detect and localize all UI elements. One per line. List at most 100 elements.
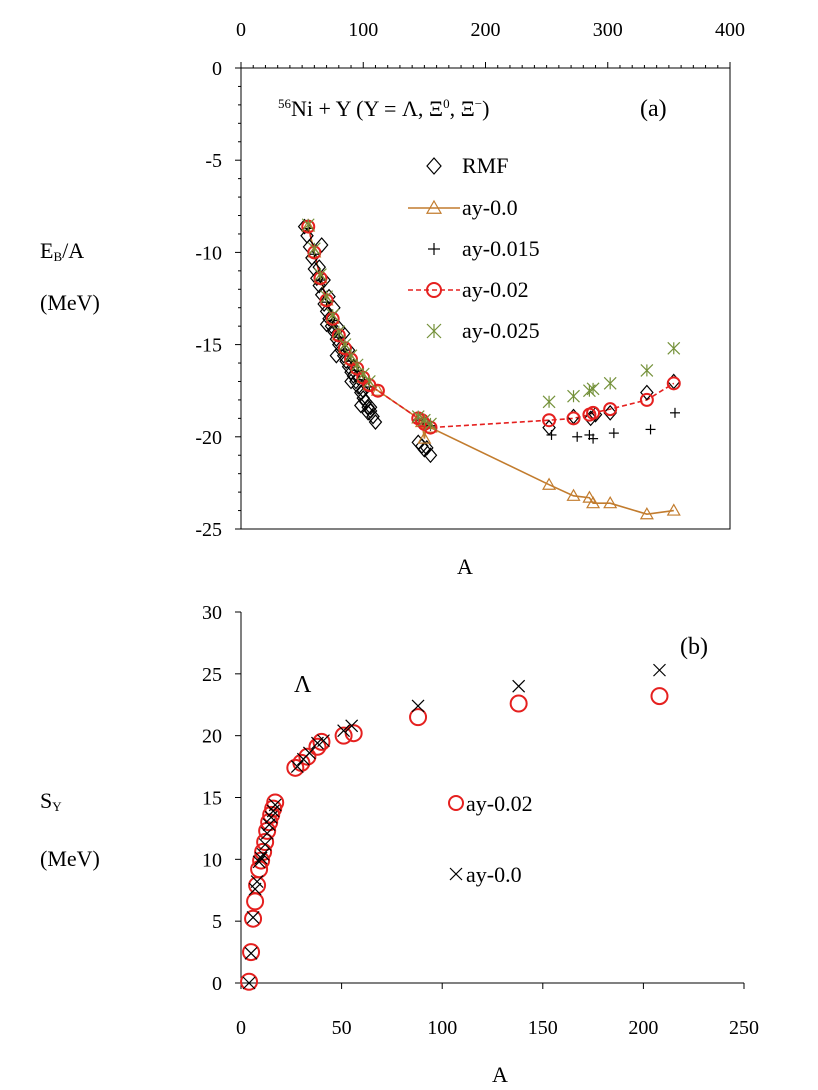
data-point-ay-0.02 xyxy=(308,737,327,756)
panel-a-y-tick-label: -20 xyxy=(195,427,222,449)
data-point-ay-0.025 xyxy=(362,375,376,388)
data-point-ay-0.025 xyxy=(424,417,437,431)
data-point-ay-0.02 xyxy=(266,793,285,812)
data-point-RMF xyxy=(368,414,383,430)
data-point-RMF xyxy=(363,399,378,416)
legend-marker xyxy=(428,243,440,255)
panel-a-axes: 0 100 200 300 400 0 -5 -10 -15 -20 -25 xyxy=(195,19,745,541)
data-point-ay-0.0 xyxy=(242,976,256,990)
data-point-ay-0.0 xyxy=(639,507,654,520)
data-point-ay-0.0 xyxy=(258,838,272,851)
data-point-ay-0.02 xyxy=(244,909,263,928)
legend-marker xyxy=(425,199,443,214)
data-point-RMF xyxy=(354,397,368,414)
data-point-RMF xyxy=(366,408,380,425)
panel-b-annotation: Λ xyxy=(294,672,312,698)
data-point-ay-0.025 xyxy=(586,382,600,396)
panel-a-x-tick-label: 100 xyxy=(348,19,378,41)
legend-label: ay-0.0 xyxy=(466,862,522,887)
data-point-ay-0.02 xyxy=(298,747,317,766)
data-point-ay-0.0 xyxy=(582,490,597,503)
panel-a-legend: RMF ay-0.0 ay-0.015 ay-0.02 ay-0.025 xyxy=(408,153,540,343)
panel-a-ylabel: EB/A xyxy=(40,238,85,264)
panel-b-x-tick-label: 200 xyxy=(628,1017,658,1039)
legend-marker xyxy=(426,323,442,339)
legend-label: ay-0.02 xyxy=(466,791,533,816)
legend-item-ay-0.02: ay-0.02 xyxy=(448,791,533,816)
panel-b-y-tick-label: 10 xyxy=(202,849,222,871)
panel-b-y-tick-label: 20 xyxy=(202,726,222,748)
panel-a-x-tick-label: 200 xyxy=(471,19,501,41)
panel-b-y-tick-label: 0 xyxy=(212,973,222,995)
data-point-ay-0.025 xyxy=(640,363,654,377)
data-point-ay-0.025 xyxy=(338,338,352,352)
legend-item-ay-0.0: ay-0.0 xyxy=(408,195,518,220)
data-point-RMF xyxy=(314,237,329,253)
data-point-ay-0.02 xyxy=(312,732,331,751)
panel-a-x-tick-label: 300 xyxy=(593,19,623,41)
panel-a-x-tick-label: 400 xyxy=(715,19,745,41)
data-point-ay-0.0 xyxy=(417,431,432,444)
panel-b-y-tick-label: 30 xyxy=(202,602,222,624)
data-point-ay-0.025 xyxy=(356,367,370,381)
data-point-RMF xyxy=(344,373,358,390)
legend-label: ay-0.015 xyxy=(462,236,540,261)
data-point-RMF xyxy=(319,316,334,333)
panel-a-y-tick-label: -10 xyxy=(195,242,222,264)
panel-b-x-tick-label: 0 xyxy=(236,1017,246,1039)
panel-b-label: (b) xyxy=(680,634,708,660)
data-point-ay-0.015 xyxy=(588,433,599,444)
data-point-ay-0.0 xyxy=(370,383,385,396)
panel-b-y-tick-label: 15 xyxy=(202,788,222,810)
panel-b-ylabel: SY xyxy=(40,788,62,814)
data-point-ay-0.0 xyxy=(244,946,258,960)
data-point-ay-0.02 xyxy=(650,687,669,706)
data-point-ay-0.0 xyxy=(512,679,526,693)
panel-a-y-tick-label: -25 xyxy=(195,519,222,541)
data-point-ay-0.025 xyxy=(320,290,333,304)
data-point-RMF xyxy=(420,439,434,456)
data-point-ay-0.0 xyxy=(586,495,601,509)
legend-item-ay-0.025: ay-0.025 xyxy=(426,318,540,343)
legend-item-ay-0.02: ay-0.02 xyxy=(408,277,529,302)
legend-item-ay-0.015: ay-0.015 xyxy=(428,236,540,261)
legend-label: RMF xyxy=(462,153,508,178)
data-point-ay-0.0 xyxy=(254,851,268,865)
panel-b-y-tick-label: 5 xyxy=(212,911,222,933)
panel-a-xlabel: A xyxy=(457,554,473,579)
panel-b-marks xyxy=(240,663,669,991)
panel-b-x-tick-label: 150 xyxy=(528,1017,558,1039)
data-point-ay-0.02 xyxy=(639,392,654,407)
data-point-ay-0.025 xyxy=(411,410,425,423)
panel-b-y-tick-label: 25 xyxy=(202,664,222,686)
data-point-RMF xyxy=(423,447,438,464)
data-point-RMF xyxy=(356,382,371,399)
panel-a-y-tick-label: 0 xyxy=(212,58,222,80)
panel-b-yunit: (MeV) xyxy=(40,846,100,871)
data-point-ay-0.02 xyxy=(603,402,618,417)
data-point-ay-0.0 xyxy=(542,477,557,490)
data-point-ay-0.015 xyxy=(608,428,619,439)
panel-a-marks xyxy=(297,218,681,520)
data-point-ay-0.015 xyxy=(669,407,680,418)
data-point-ay-0.0 xyxy=(317,734,330,748)
data-point-ay-0.02 xyxy=(409,708,428,727)
data-point-ay-0.025 xyxy=(542,395,556,409)
data-point-ay-0.025 xyxy=(667,341,681,355)
data-point-ay-0.0 xyxy=(337,724,351,738)
data-point-ay-0.025 xyxy=(344,349,358,363)
panel-b-axes: 0 50 100 150 200 250 0 5 10 15 20 25 30 xyxy=(202,602,759,1039)
data-point-ay-0.02 xyxy=(256,833,275,852)
data-point-ay-0.02 xyxy=(334,726,353,745)
data-point-ay-0.02 xyxy=(286,758,305,777)
data-point-ay-0.015 xyxy=(645,424,656,435)
data-point-ay-0.015 xyxy=(572,431,583,442)
panel-a: 0 100 200 300 400 0 -5 -10 -15 -20 -25 RMF ay-0.0 ay… xyxy=(195,19,745,579)
data-point-RMF xyxy=(361,404,375,421)
data-point-ay-0.0 xyxy=(262,818,276,832)
data-point-ay-0.0 xyxy=(653,663,666,677)
data-point-RMF xyxy=(640,384,654,401)
data-point-ay-0.025 xyxy=(417,413,431,427)
